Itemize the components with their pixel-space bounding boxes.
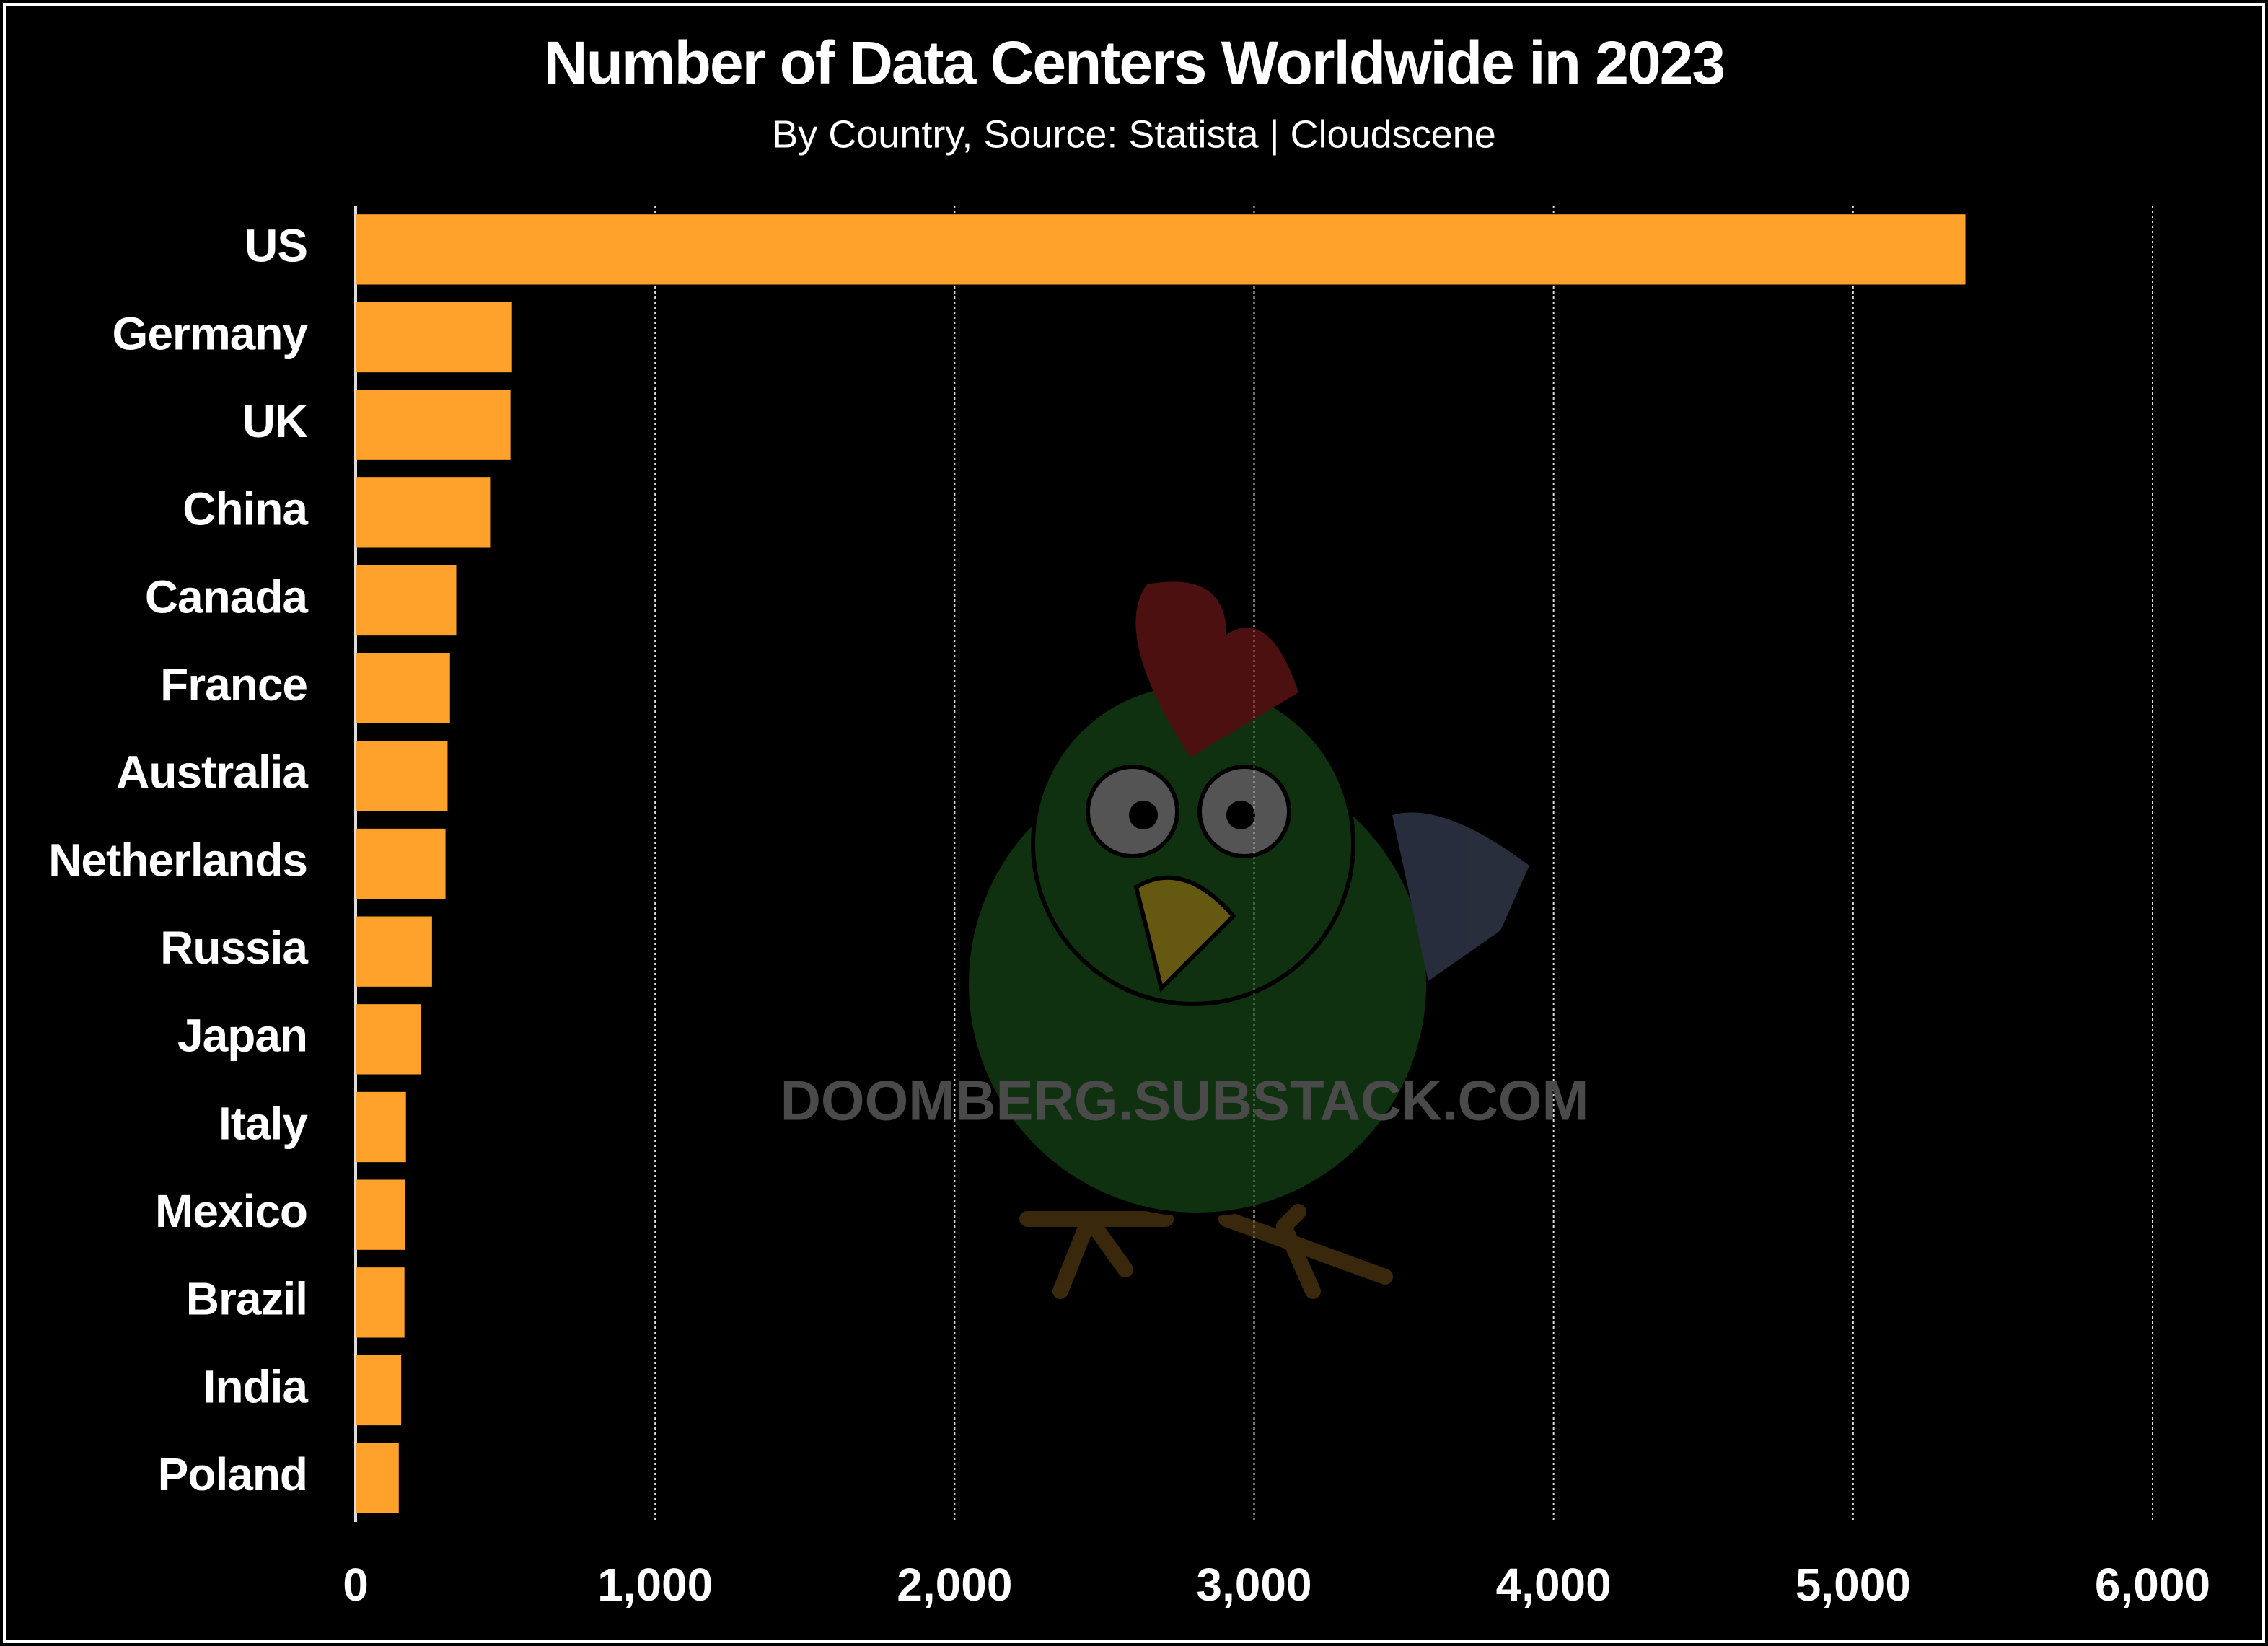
x-tick-label: 0	[343, 1559, 369, 1611]
y-tick-label: France	[160, 659, 307, 710]
y-tick-label: Netherlands	[48, 834, 307, 886]
chart-subtitle: By Country, Source: Statista | Cloudscen…	[772, 113, 1496, 156]
y-tick-label: India	[203, 1360, 309, 1412]
bar	[356, 1355, 402, 1426]
y-tick-label: Mexico	[155, 1185, 307, 1237]
frame	[3, 3, 2265, 1643]
x-tick-label: 2,000	[897, 1559, 1012, 1611]
y-tick-label: Japan	[177, 1010, 307, 1062]
y-tick-label: Brazil	[186, 1273, 307, 1325]
watermark: DOOMBERG.SUBSTACK.COM	[781, 1069, 1589, 1132]
y-tick-label: US	[245, 220, 307, 272]
x-tick-label: 5,000	[1796, 1559, 1911, 1611]
bar	[356, 1267, 405, 1338]
bar	[356, 477, 491, 548]
x-tick-label: 4,000	[1496, 1559, 1612, 1611]
bar	[356, 741, 448, 811]
bar	[356, 1179, 405, 1250]
bar	[356, 214, 1966, 285]
y-tick-label: Germany	[113, 307, 309, 359]
x-tick-label: 3,000	[1196, 1559, 1311, 1611]
y-tick-label: Russia	[160, 922, 308, 974]
bar	[356, 916, 432, 987]
y-tick-label: UK	[242, 395, 308, 447]
bar	[356, 828, 446, 899]
chart-title: Number of Data Centers Worldwide in 2023	[544, 29, 1724, 97]
y-tick-label: Italy	[219, 1097, 308, 1149]
bar	[356, 1091, 406, 1163]
mascot	[964, 581, 1529, 1299]
y-tick-label: Australia	[116, 747, 308, 798]
y-tick-label: Poland	[158, 1448, 307, 1500]
bar	[356, 653, 450, 723]
x-tick-label: 6,000	[2095, 1559, 2210, 1611]
bar	[356, 1443, 399, 1513]
plot-area: 0 1,000 2,000 3,000 4,000 5,000 6,000 US Germany…	[48, 206, 2210, 1611]
y-tick-label: Canada	[145, 571, 309, 622]
bar	[356, 1004, 421, 1075]
bar	[356, 565, 457, 636]
x-tick-label: 1,000	[597, 1559, 713, 1611]
bar	[356, 302, 512, 373]
y-tick-label: China	[183, 483, 308, 535]
bar	[356, 390, 511, 460]
